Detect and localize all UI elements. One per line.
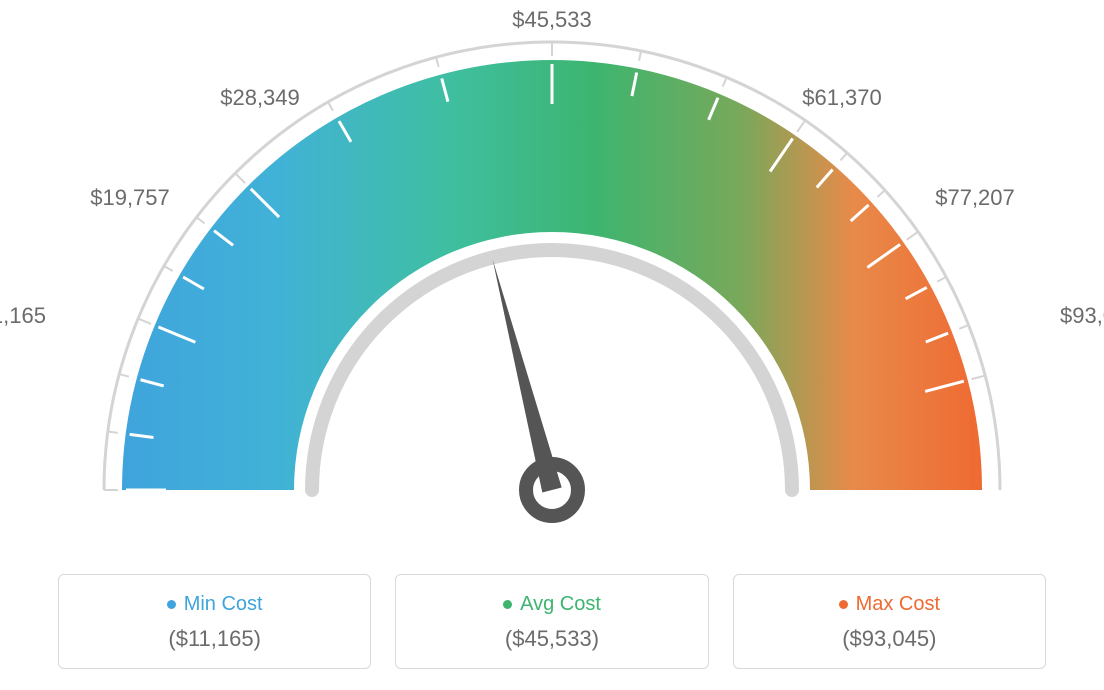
summary-cards: Min Cost ($11,165) Avg Cost ($45,533) Ma… bbox=[58, 574, 1046, 669]
gauge-tick-label: $45,533 bbox=[512, 7, 592, 33]
max-cost-label: Max Cost bbox=[856, 593, 940, 616]
dot-icon bbox=[503, 600, 512, 609]
dot-icon bbox=[839, 600, 848, 609]
gauge-tick-label: $11,165 bbox=[0, 303, 46, 329]
min-cost-label: Min Cost bbox=[184, 593, 263, 616]
max-cost-value: ($93,045) bbox=[744, 626, 1035, 652]
min-cost-card: Min Cost ($11,165) bbox=[58, 574, 371, 669]
gauge-tick-label: $28,349 bbox=[220, 85, 300, 111]
gauge-chart: $11,165 $19,757 $28,349 $45,533 $61,370 $77,2… bbox=[0, 0, 1104, 560]
gauge-tick-label: $93,045 bbox=[1060, 303, 1104, 329]
gauge-tick-label: $61,370 bbox=[802, 85, 882, 111]
avg-cost-label: Avg Cost bbox=[520, 593, 601, 616]
dot-icon bbox=[167, 600, 176, 609]
max-cost-title: Max Cost bbox=[744, 593, 1035, 616]
avg-cost-title: Avg Cost bbox=[406, 593, 697, 616]
avg-cost-card: Avg Cost ($45,533) bbox=[395, 574, 708, 669]
min-cost-value: ($11,165) bbox=[69, 626, 360, 652]
gauge-tick-label: $19,757 bbox=[90, 185, 170, 211]
min-cost-title: Min Cost bbox=[69, 593, 360, 616]
gauge-tick-label: $77,207 bbox=[935, 185, 1015, 211]
avg-cost-value: ($45,533) bbox=[406, 626, 697, 652]
gauge-labels: $11,165 $19,757 $28,349 $45,533 $61,370 $77,2… bbox=[0, 0, 1104, 560]
max-cost-card: Max Cost ($93,045) bbox=[733, 574, 1046, 669]
